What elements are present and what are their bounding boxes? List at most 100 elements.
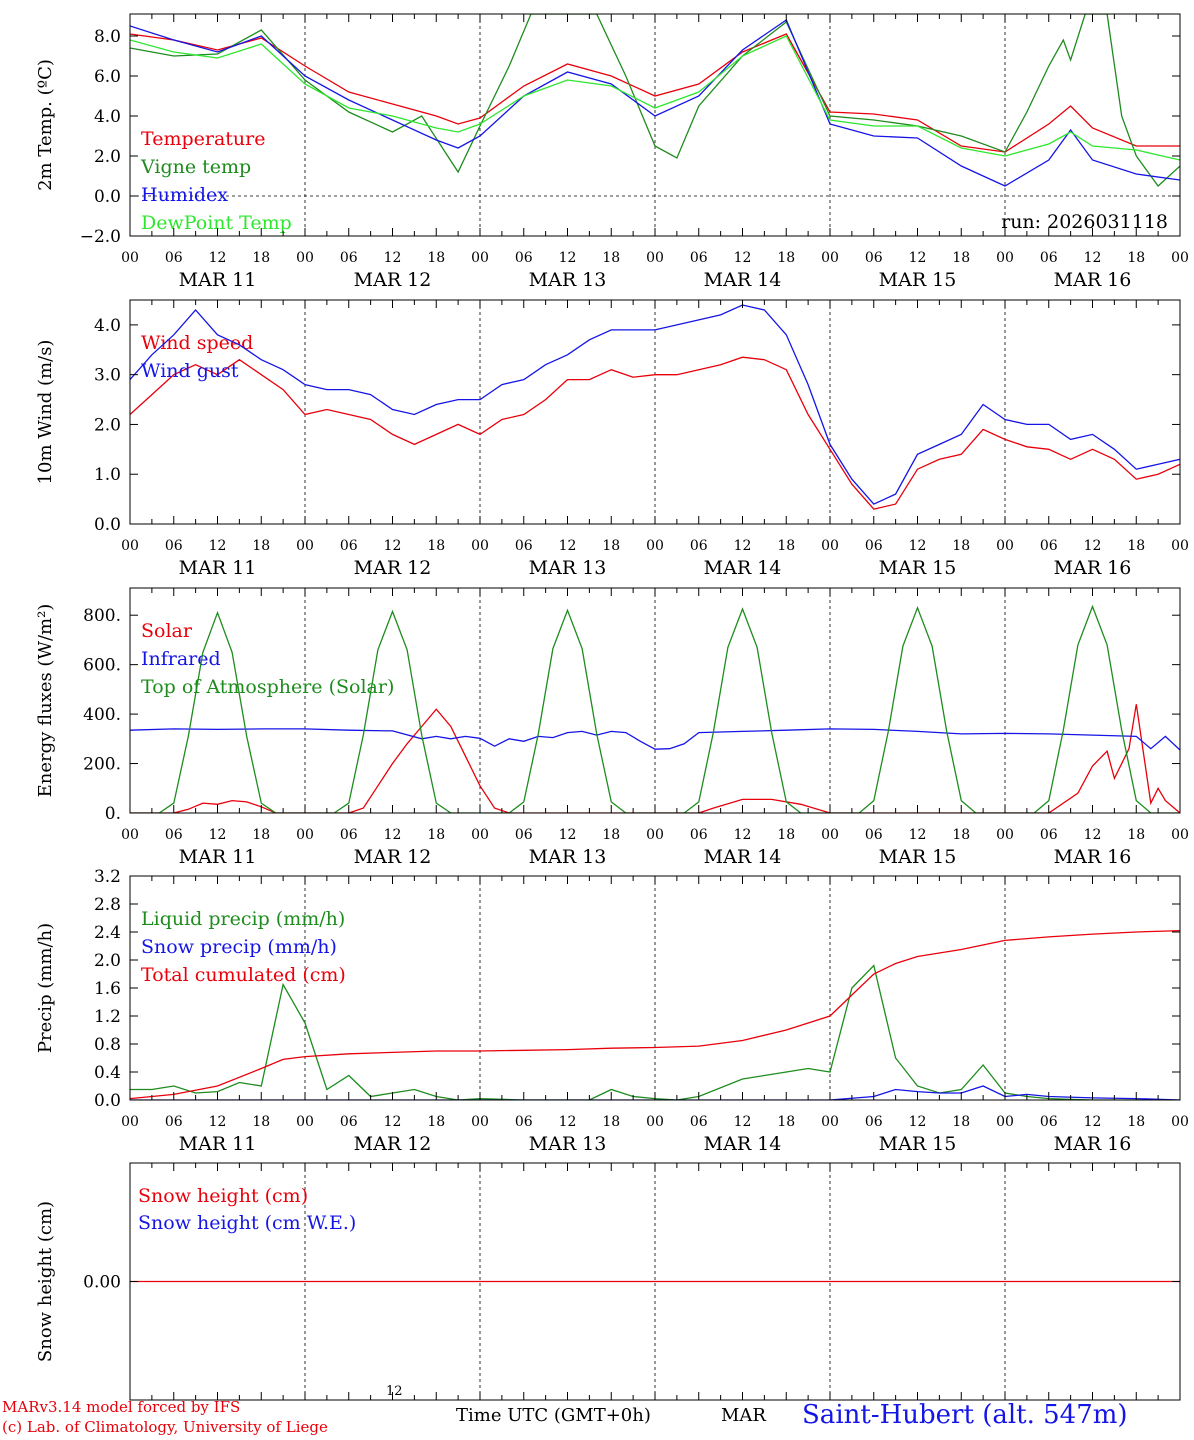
day-label: MAR 11 [179, 269, 257, 291]
x-tick-label: 06 [1040, 538, 1058, 554]
series-line [130, 14, 1180, 187]
day-label: MAR 16 [1054, 269, 1132, 291]
x-tick-label: 00 [821, 1114, 839, 1130]
x-tick-label: 00 [646, 1114, 664, 1130]
x-tick-label: 18 [777, 538, 795, 554]
x-tick-label: 00 [471, 1114, 489, 1130]
day-label: MAR 11 [179, 846, 257, 868]
y-tick-label: 8.0 [94, 27, 121, 47]
footer-small-label: 12 [386, 1384, 403, 1399]
x-tick-label: 00 [121, 538, 139, 554]
x-tick-label: 18 [777, 1114, 795, 1130]
x-tick-label: 06 [165, 538, 183, 554]
x-tick-label: 06 [340, 538, 358, 554]
x-tick-label: 18 [252, 538, 270, 554]
x-tick-label: 12 [1084, 250, 1102, 266]
series-line [130, 728, 1180, 751]
x-tick-label: 06 [690, 538, 708, 554]
y-tick-label: 3.0 [94, 366, 121, 386]
series-line [130, 356, 1180, 510]
x-tick-label: 18 [602, 250, 620, 266]
x-tick-label: 18 [1127, 827, 1145, 843]
x-tick-label: 06 [865, 827, 883, 843]
x-tick-label: 00 [296, 1114, 314, 1130]
x-tick-label: 18 [777, 827, 795, 843]
x-tick-label: 06 [690, 827, 708, 843]
x-tick-label: 06 [340, 250, 358, 266]
x-tick-label: 12 [209, 538, 227, 554]
x-tick-label: 18 [252, 1114, 270, 1130]
panel-1: Temperature Vigne temp Humidex DewPoint Tem… [35, 13, 1189, 291]
y-tick-label: 0.8 [94, 1035, 121, 1055]
panel-4: Liquid precip (mm/h) Snow precip (mm/h) To… [35, 867, 1189, 1155]
x-tick-label: 18 [252, 827, 270, 843]
x-tick-label: 00 [471, 250, 489, 266]
y-tick-label: 2.0 [94, 147, 121, 167]
x-tick-label: 00 [996, 1114, 1014, 1130]
day-label: MAR 12 [354, 557, 432, 579]
x-tick-label: 12 [559, 250, 577, 266]
series-line [130, 704, 1180, 813]
y-tick-label: 0.4 [94, 1063, 121, 1083]
x-tick-label: 06 [165, 250, 183, 266]
x-tick-label: 18 [602, 538, 620, 554]
series-line [130, 33, 1180, 153]
x-tick-label: 18 [1127, 1114, 1145, 1130]
y-tick-label: 0.0 [94, 1091, 121, 1111]
x-tick-label: 00 [121, 250, 139, 266]
x-tick-label: 12 [209, 827, 227, 843]
x-tick-label: 00 [121, 827, 139, 843]
y-axis-label: 10m Wind (m/s) [35, 340, 56, 485]
day-label: MAR 14 [704, 1133, 782, 1155]
legend-entry: Infrared [141, 648, 221, 670]
x-tick-label: 00 [821, 827, 839, 843]
x-tick-label: 00 [821, 250, 839, 266]
x-tick-label: 00 [471, 538, 489, 554]
day-label: MAR 15 [879, 1133, 957, 1155]
x-tick-label: 12 [734, 538, 752, 554]
x-tick-label: 06 [340, 827, 358, 843]
x-tick-label: 06 [865, 1114, 883, 1130]
x-tick-label: 12 [384, 827, 402, 843]
y-tick-label: 1.2 [94, 1007, 121, 1027]
x-tick-label: 18 [952, 538, 970, 554]
day-label: MAR 15 [879, 269, 957, 291]
y-tick-label: 0.00 [83, 1273, 121, 1293]
y-axis-label: Snow height (cm) [35, 1201, 56, 1362]
x-tick-label: 12 [209, 250, 227, 266]
legend-entry: DewPoint Temp [141, 212, 292, 234]
x-tick-label: 00 [296, 827, 314, 843]
x-tick-label: 12 [734, 827, 752, 843]
series-line [130, 964, 1180, 1100]
panel-3: Solar Infrared Top of Atmosphere (Solar) 00… [35, 587, 1189, 868]
x-tick-label: 06 [165, 1114, 183, 1130]
series-line [130, 1085, 1180, 1100]
x-tick-label: 00 [996, 250, 1014, 266]
station-title: Saint-Hubert (alt. 547m) [802, 1400, 1128, 1430]
y-tick-label: 400. [83, 705, 121, 725]
day-label: MAR 13 [529, 846, 607, 868]
series-line [130, 19, 1180, 187]
y-tick-label: 200. [83, 755, 121, 775]
y-axis-label: Precip (mm/h) [35, 923, 56, 1053]
x-tick-label: 12 [734, 1114, 752, 1130]
y-tick-label: 600. [83, 656, 121, 676]
x-tick-label: 12 [384, 538, 402, 554]
x-tick-label: 12 [909, 827, 927, 843]
y-tick-label: 2.4 [94, 923, 121, 943]
legend-entry: Temperature [141, 128, 265, 150]
series-line [130, 35, 1180, 161]
day-label: MAR 14 [704, 557, 782, 579]
day-label: MAR 15 [879, 846, 957, 868]
y-axis-label: Energy fluxes (W/m²) [35, 604, 56, 798]
x-tick-label: 12 [734, 250, 752, 266]
y-tick-label: 1.0 [94, 465, 121, 485]
x-tick-label: 18 [952, 827, 970, 843]
y-tick-label: 0. [105, 804, 121, 824]
legend-entry: Liquid precip (mm/h) [141, 908, 345, 930]
legend-entry: Wind speed [141, 332, 253, 354]
x-tick-label: 18 [427, 827, 445, 843]
x-tick-label: 12 [1084, 827, 1102, 843]
x-tick-label: 06 [340, 1114, 358, 1130]
x-tick-label: 18 [952, 1114, 970, 1130]
